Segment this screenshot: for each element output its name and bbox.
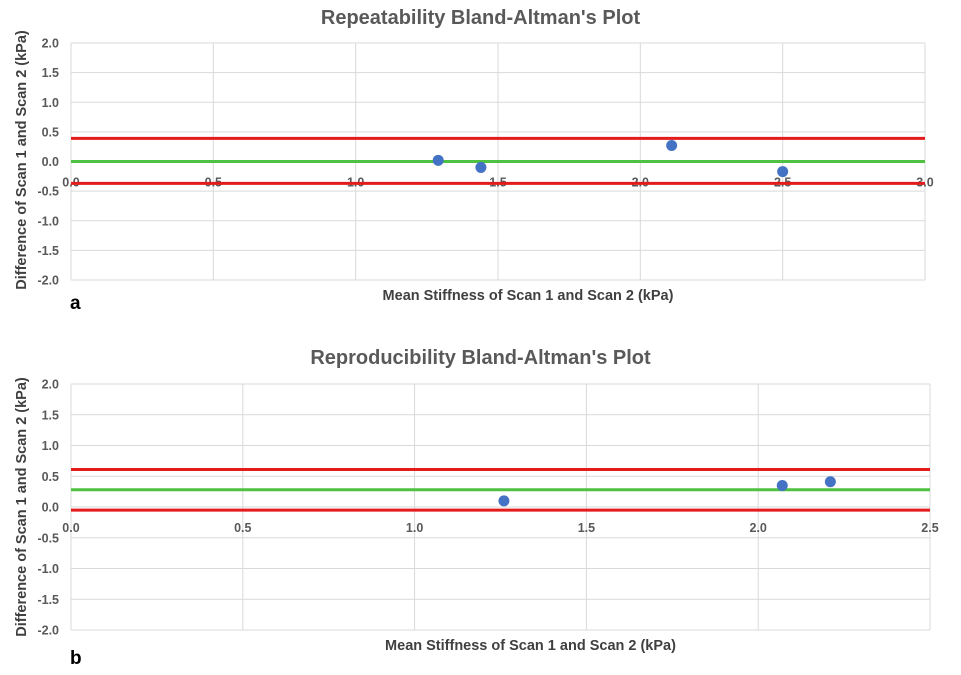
reproducibility-plot: 2.01.51.00.50.0-0.5-1.0-1.5-2.00.0 0.5 1.0… — [14, 377, 939, 654]
x-tick-label: 2.0 — [750, 521, 767, 535]
y-tick-label: 1.5 — [42, 408, 59, 422]
y-tick-label: -1.0 — [37, 214, 59, 228]
panel-label: a — [70, 293, 81, 314]
y-tick-label: -0.5 — [37, 185, 59, 199]
y-tick-label: -1.5 — [37, 593, 59, 607]
x-tick-label: 1.0 — [406, 521, 423, 535]
chart-title: Repeatability Bland-Altman's Plot — [320, 7, 641, 29]
x-tick-label: 3.0 — [916, 176, 933, 190]
y-tick-label: 2.0 — [42, 37, 59, 51]
x-axis-title: Mean Stiffness of Scan 1 and Scan 2 (kPa… — [383, 288, 674, 304]
y-tick-label: 1.0 — [42, 439, 59, 453]
chart-panel-b: Reproducibility Bland-Altman's Plot 2.0 1… — [0, 340, 961, 675]
panel-label: b — [70, 648, 82, 669]
x-tick-label: 2.5 — [921, 521, 938, 535]
x-axis-title: Mean Stiffness of Scan 1 and Scan 2 (kPa… — [385, 638, 676, 654]
y-tick-label: -2.0 — [37, 274, 59, 288]
data-point — [432, 154, 444, 166]
data-point — [776, 479, 788, 491]
y-tick-label: 0.5 — [42, 470, 59, 484]
y-tick-label: -2.0 — [37, 624, 59, 638]
y-tick-label: -1.5 — [37, 244, 59, 258]
repeatability-plot: 2.01.51.00.50.0-0.5-1.0-1.5-2.00.00.51.0… — [14, 30, 934, 304]
x-tick-label: 0.0 — [62, 521, 79, 535]
chart-panel-a: Repeatability Bland-Altman's Plot 2.0 1.5… — [0, 0, 961, 330]
data-point — [498, 495, 510, 507]
data-point — [777, 166, 789, 178]
y-axis-title: Difference of Scan 1 and Scan 2 (kPa) — [14, 377, 30, 637]
y-tick-label: -1.0 — [37, 562, 59, 576]
y-tick-label: 0.5 — [42, 125, 59, 139]
data-point — [475, 161, 487, 173]
y-tick-label: 1.0 — [42, 96, 59, 110]
x-tick-label: 1.5 — [578, 521, 595, 535]
y-tick-label: 2.0 — [42, 378, 59, 392]
y-tick-label: -0.5 — [37, 531, 59, 545]
chart-title: Reproducibility Bland-Altman's Plot — [310, 347, 651, 369]
x-tick-label: 0.5 — [234, 521, 251, 535]
y-tick-label: 0.0 — [42, 501, 59, 515]
y-tick-label: 1.5 — [42, 66, 59, 80]
data-point — [824, 476, 836, 488]
data-point — [666, 140, 678, 152]
y-axis-title: Difference of Scan 1 and Scan 2 (kPa) — [14, 30, 30, 290]
y-tick-label: 0.0 — [42, 155, 59, 169]
